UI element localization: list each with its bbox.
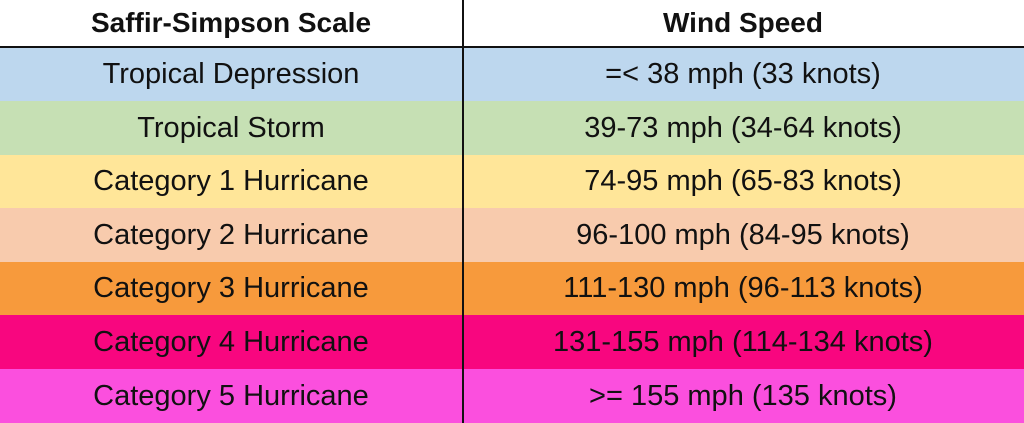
category-cell: Category 3 Hurricane (93, 272, 369, 304)
wind-speed-cell: >= 155 mph (135 knots) (462, 369, 1022, 423)
category-cell: Tropical Storm (137, 111, 325, 144)
wind-speed-cell: 39-73 mph (34-64 knots) (462, 101, 1022, 155)
table-row: Category 5 Hurricane >= 155 mph (135 knot… (0, 369, 1024, 423)
table-row: Tropical Depression =< 38 mph (33 knots) (0, 48, 1024, 101)
header-cell: Saffir-Simpson Scale (90, 7, 372, 38)
wind-speed-cell: 131-155 mph (114-134 knots) (462, 315, 1022, 369)
header-cell: Wind Speed (462, 0, 1022, 46)
category-cell: Tropical Depression (102, 58, 360, 90)
table-row: Category 1 Hurricane 74-95 mph (65-83 kno… (0, 155, 1024, 208)
table-row: Category 4 Hurricane 131-155 mph (114-134… (0, 315, 1024, 369)
category-cell: Category 2 Hurricane (93, 218, 369, 251)
wind-speed-cell: 74-95 mph (65-83 knots) (462, 155, 1022, 208)
category-cell: Category 1 Hurricane (93, 165, 369, 197)
table-row: Category 3 Hurricane 111-130 mph (96-113 … (0, 262, 1024, 315)
category-cell: Category 4 Hurricane (93, 325, 369, 358)
wind-speed-cell: 111-130 mph (96-113 knots) (462, 262, 1022, 315)
table-row: Category 2 Hurricane 96-100 mph (84-95 kn… (0, 208, 1024, 262)
header-row: Saffir-Simpson Scale Wind Speed (0, 0, 1024, 48)
wind-speed-cell: =< 38 mph (33 knots) (462, 48, 1022, 101)
category-cell: Category 5 Hurricane (93, 379, 369, 412)
wind-speed-cell: 96-100 mph (84-95 knots) (462, 208, 1022, 262)
table-row: Tropical Storm 39-73 mph (34-64 knots) (0, 101, 1024, 155)
